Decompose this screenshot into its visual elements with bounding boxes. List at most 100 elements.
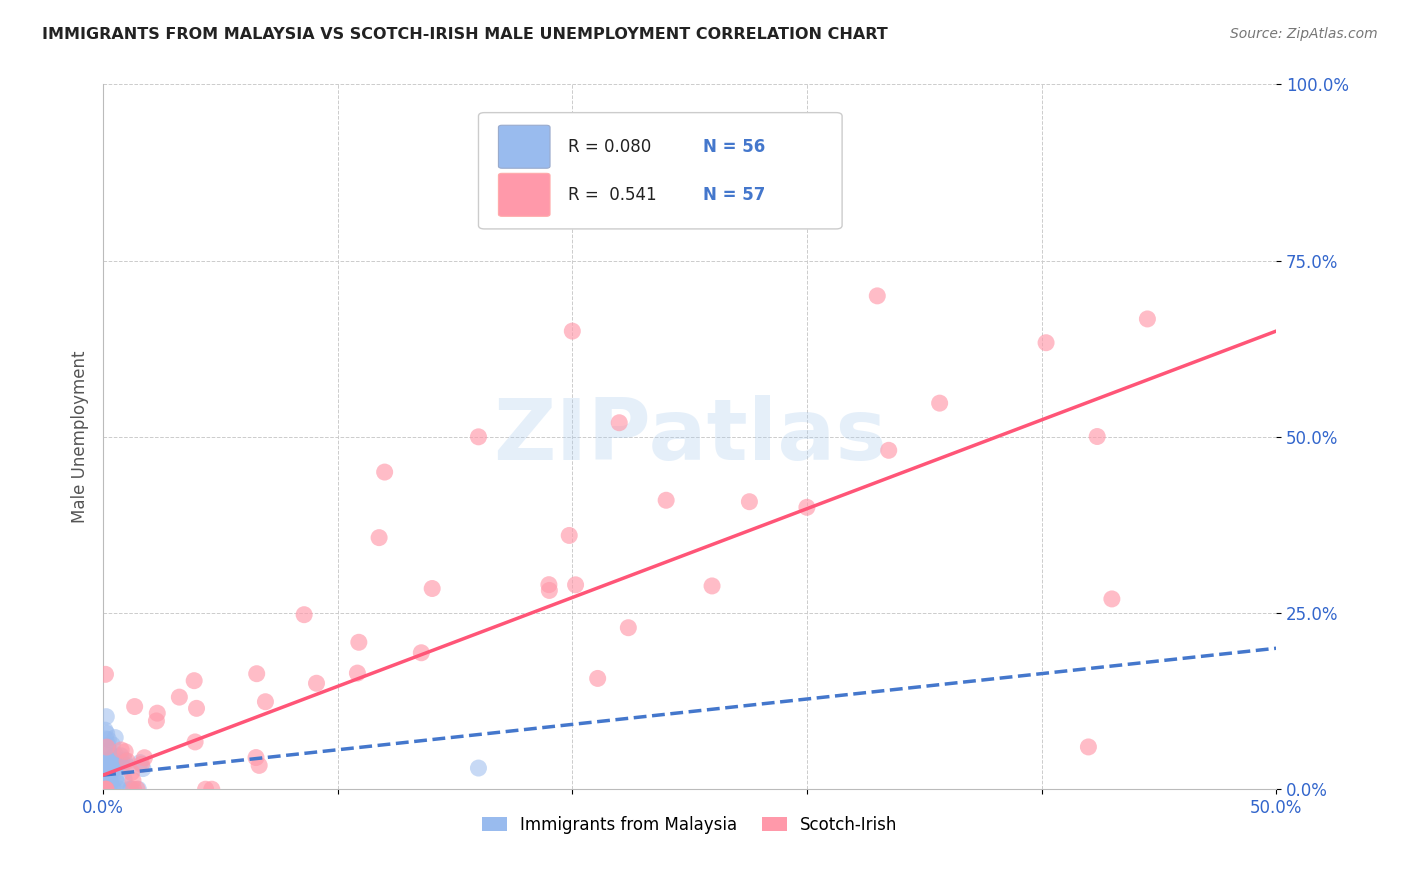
Point (100, 764, 122, 778)
Point (292, 607, 315, 622)
Point (1085, 429, 1108, 443)
Point (96, 740, 118, 755)
Point (97, 782, 120, 797)
Point (101, 782, 124, 797)
Point (124, 699, 146, 714)
Point (420, 582, 443, 596)
Point (411, 646, 433, 660)
Point (93, 758, 115, 772)
Point (104, 754, 127, 768)
Point (111, 759, 134, 773)
Text: Source: ZipAtlas.com: Source: ZipAtlas.com (1230, 27, 1378, 41)
Point (94, 667, 117, 681)
Point (1136, 312, 1159, 326)
Point (97, 739, 120, 753)
Point (94, 776, 117, 790)
Point (347, 635, 370, 649)
Point (96, 780, 118, 794)
Point (245, 750, 267, 764)
Point (134, 750, 156, 764)
Point (564, 578, 586, 592)
Point (104, 772, 127, 786)
Point (112, 772, 135, 786)
Point (145, 714, 167, 728)
Point (169, 690, 191, 705)
Point (877, 443, 900, 458)
Point (101, 738, 124, 752)
Point (97, 748, 120, 763)
Point (97, 743, 120, 757)
Point (112, 753, 135, 767)
Point (104, 731, 127, 745)
Point (98, 771, 121, 785)
Point (115, 758, 138, 772)
Point (98, 773, 121, 788)
Point (928, 396, 950, 410)
Point (93, 757, 115, 772)
Point (1077, 739, 1099, 754)
Point (97, 776, 120, 790)
Text: R =  0.541: R = 0.541 (568, 186, 657, 203)
Point (93, 780, 115, 795)
Point (94, 723, 117, 738)
FancyBboxPatch shape (498, 173, 550, 216)
Point (111, 755, 134, 769)
Point (104, 761, 127, 775)
Point (108, 782, 131, 797)
Point (374, 465, 396, 479)
Point (97, 732, 120, 747)
Point (96, 726, 118, 740)
Point (254, 695, 277, 709)
Point (120, 782, 142, 797)
Point (96, 709, 118, 723)
Point (96, 754, 118, 768)
Point (105, 776, 128, 790)
Point (94, 782, 117, 797)
Point (1035, 335, 1057, 350)
Point (700, 579, 723, 593)
Point (617, 621, 640, 635)
Point (194, 782, 217, 797)
Text: N = 57: N = 57 (703, 186, 765, 203)
Point (97, 757, 120, 772)
Point (94, 765, 117, 780)
Point (101, 762, 124, 776)
Point (97, 782, 120, 797)
Text: IMMIGRANTS FROM MALAYSIA VS SCOTCH-IRISH MALE UNEMPLOYMENT CORRELATION CHART: IMMIGRANTS FROM MALAYSIA VS SCOTCH-IRISH… (42, 27, 889, 42)
Point (96, 782, 118, 797)
Point (607, 416, 630, 430)
Point (96, 753, 118, 767)
Point (1101, 591, 1123, 606)
Point (101, 770, 124, 784)
Text: ZIPatlas: ZIPatlas (492, 395, 887, 478)
Point (98, 776, 121, 790)
Point (305, 676, 328, 690)
Point (131, 757, 153, 772)
Point (586, 672, 609, 686)
Point (110, 748, 132, 763)
Legend: Immigrants from Malaysia, Scotch-Irish: Immigrants from Malaysia, Scotch-Irish (481, 816, 897, 834)
Point (121, 765, 143, 780)
Y-axis label: Male Unemployment: Male Unemployment (72, 351, 89, 523)
Point (125, 782, 148, 797)
Point (98, 770, 121, 784)
Point (97, 769, 120, 783)
Point (110, 743, 132, 757)
Point (368, 531, 391, 545)
FancyBboxPatch shape (478, 112, 842, 229)
Point (558, 528, 581, 542)
Text: R = 0.080: R = 0.080 (568, 137, 651, 156)
Point (129, 756, 152, 770)
Point (98, 762, 121, 776)
Point (561, 324, 583, 338)
Point (115, 754, 138, 768)
Text: N = 56: N = 56 (703, 137, 765, 156)
Point (346, 666, 368, 681)
Point (467, 430, 489, 444)
Point (146, 706, 169, 721)
Point (866, 289, 889, 303)
Point (120, 782, 142, 797)
Point (103, 749, 125, 764)
Point (114, 745, 136, 759)
Point (122, 773, 145, 788)
